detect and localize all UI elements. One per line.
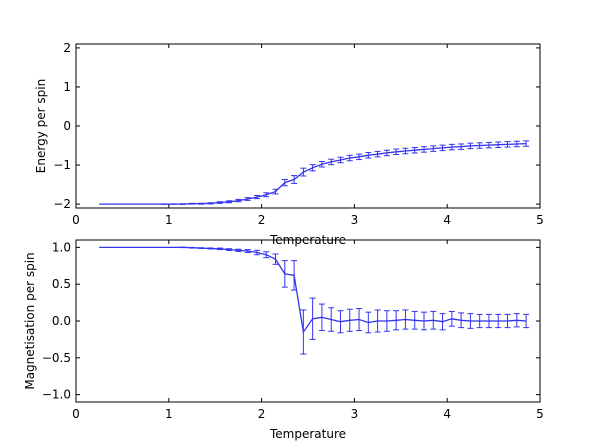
energy-x-tick-label: 1: [165, 213, 173, 227]
magnetisation-y-tick-label: −1.0: [42, 388, 71, 402]
magnetisation-x-tick-label: 0: [72, 407, 80, 421]
magnetisation-y-tick-label: 1.0: [52, 240, 71, 254]
energy-y-tick-label: −2: [53, 197, 71, 211]
energy-y-tick-label: 0: [63, 119, 71, 133]
magnetisation-y-tick-label: −0.5: [42, 351, 71, 365]
magnetisation-x-tick-label: 2: [258, 407, 266, 421]
magnetisation-y-tick-label: 0.0: [52, 314, 71, 328]
energy-x-tick-label: 4: [443, 213, 451, 227]
energy-axes-frame: [75, 43, 541, 209]
magnetisation-subplot: 0 1 2 3 4 5 −1.0 −0.5 0.0 0.5 1.0 Temperature Magnet…: [23, 239, 544, 441]
magnetisation-x-axis-label: Temperature: [269, 427, 346, 441]
energy-x-tick-label: 0: [72, 213, 80, 227]
magnetisation-y-axis-label: Magnetisation per spin: [23, 252, 37, 389]
magnetisation-x-tick-label: 1: [165, 407, 173, 421]
magnetisation-x-tick-label: 4: [443, 407, 451, 421]
magnetisation-y-tick-label: 0.5: [52, 277, 71, 291]
energy-series-line: [99, 142, 527, 205]
energy-x-tick-label: 3: [351, 213, 359, 227]
energy-x-tick-label: 2: [258, 213, 266, 227]
energy-y-tick-label: 2: [63, 41, 71, 55]
magnetisation-series-line: [99, 246, 527, 334]
magnetisation-x-tick-label: 5: [536, 407, 544, 421]
energy-y-tick-label: −1: [53, 158, 71, 172]
energy-y-tick-label: 1: [63, 80, 71, 94]
energy-y-axis-label: Energy per spin: [34, 79, 48, 173]
magnetisation-x-tick-label: 3: [351, 407, 359, 421]
energy-x-tick-label: 5: [536, 213, 544, 227]
